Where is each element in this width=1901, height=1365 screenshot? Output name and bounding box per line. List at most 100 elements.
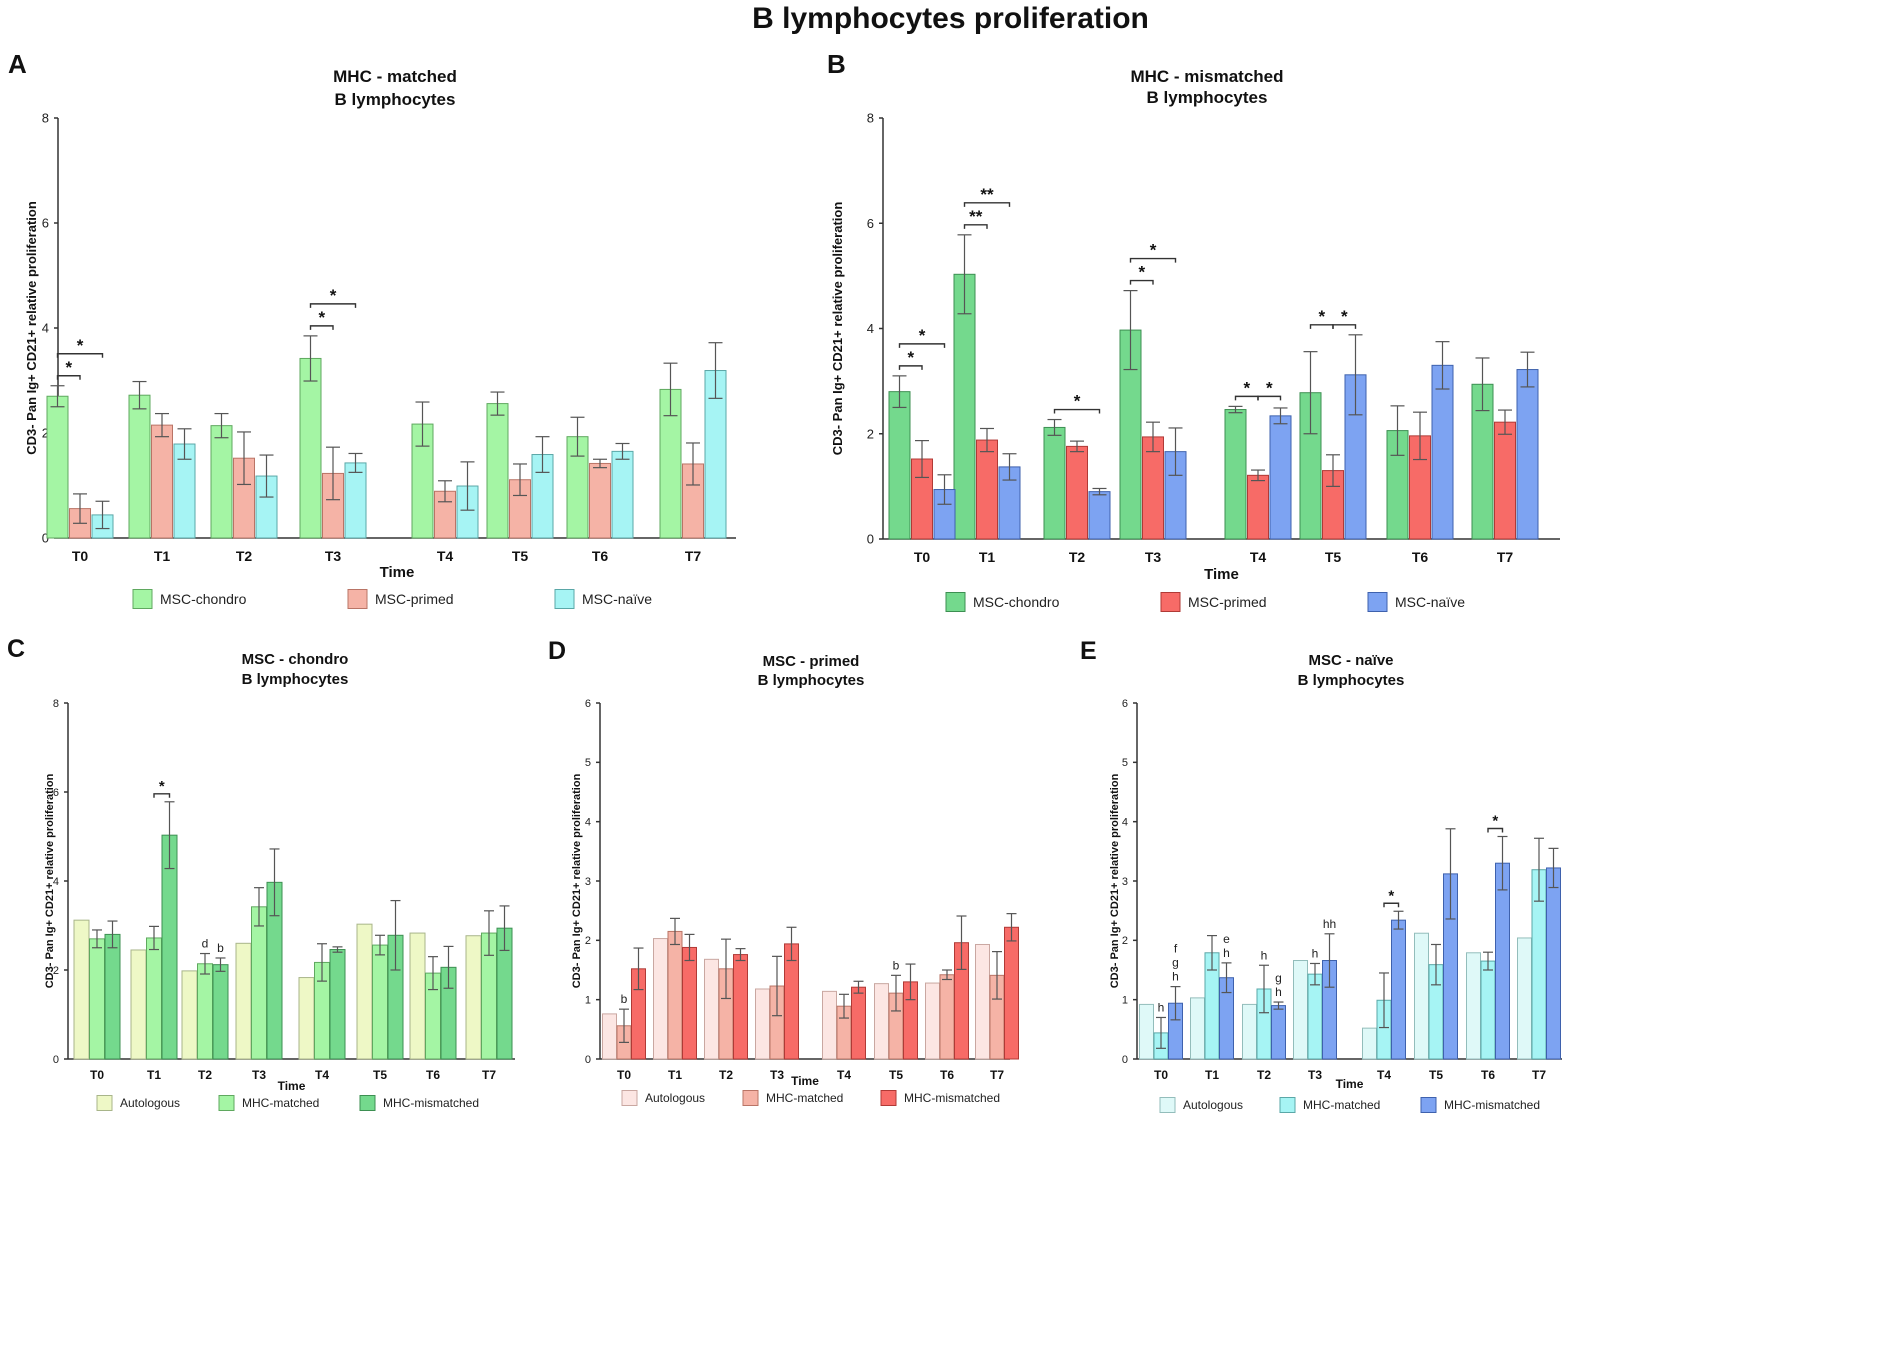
legend-swatch [742,1090,759,1106]
legend-swatch [1420,1097,1437,1113]
significance-bracket [963,202,1011,207]
letter-annotation: h [1261,948,1268,962]
x-tick-label: T4 [1250,549,1267,565]
chart-subtitle: B lymphocytes [1147,88,1268,107]
x-tick-label: T4 [437,548,454,564]
letter-annotation: h [1275,985,1282,999]
y-tick-label: 5 [585,757,591,769]
bar-autologous [1362,1027,1377,1060]
y-axis-label: CD3- Pan Ig+ CD21+ relative proliferatio… [571,773,583,988]
x-tick-label: T2 [719,1068,733,1082]
bar-autologous [465,935,482,1060]
y-tick-label: 2 [585,935,591,947]
x-axis-label: Time [380,564,415,581]
legend-label: MSC-chondro [160,591,247,607]
bar-autologous [975,943,990,1060]
significance-bracket [1129,279,1154,285]
y-tick-label: 2 [42,426,49,441]
x-tick-label: T6 [1481,1068,1495,1082]
bar-msc-chondro [1043,426,1066,540]
y-tick-label: 0 [42,531,49,546]
bar-mhc-mismatched [851,986,866,1060]
x-tick-label: T6 [940,1068,954,1082]
bar-autologous [356,923,373,1060]
x-tick-label: T3 [770,1068,784,1082]
bar-msc-primed [976,439,998,540]
x-tick-label: T2 [198,1068,212,1082]
x-axis-label: Time [1336,1077,1364,1091]
significance-bracket [1332,324,1357,329]
legend-label: MHC-matched [1303,1098,1380,1112]
x-tick-label: T1 [1205,1068,1219,1082]
bar-autologous [1517,937,1532,1060]
legend-label: MHC-matched [766,1091,843,1105]
y-tick-label: 2 [53,965,59,977]
x-tick-label: T7 [1532,1068,1546,1082]
bar-msc-primed [1247,474,1269,540]
bar-msc-naïve [344,462,367,539]
chart-title: MSC - naïve [1308,652,1393,669]
significance-bracket [309,325,334,330]
y-tick-label: 6 [585,698,591,710]
y-tick-label: 6 [42,216,49,231]
significance-bracket [153,793,171,798]
y-axis-label: CD3- Pan Ig+ CD21+ relative proliferatio… [830,202,845,456]
bar-msc-chondro [299,357,322,539]
panel-letter: C [7,635,25,663]
bar-autologous [925,982,940,1060]
letter-annotation: b [621,992,628,1006]
bar-autologous [1466,952,1481,1060]
significance-bracket [1053,408,1101,414]
legend-swatch [132,589,153,609]
panel-d-chart: D MSC - primed B lymphocytes 0 1 2 3 4 5 6 CD3- Pa… [548,637,1019,1106]
x-tick-label: T7 [1497,549,1514,565]
letter-annotation: e [1223,932,1230,946]
bar-autologous [298,977,315,1060]
panel-a-chart: A MHC - matched B lymphocytes 0 2 4 6 8 CD3- Pan… [8,49,736,609]
legend-swatch [880,1090,897,1106]
legend-swatch [1160,592,1181,612]
y-tick-label: 0 [585,1054,591,1066]
legend-label: Autologous [1183,1098,1243,1112]
x-axis-label: Time [1204,566,1239,583]
bar-mhc-matched [372,944,388,1060]
bar-mhc-mismatched [329,949,346,1060]
letter-annotation: g [1275,971,1282,985]
legend-label: MSC-primed [375,591,454,607]
bar-autologous [1139,1003,1154,1060]
legend-label: Autologous [120,1096,180,1110]
significance-marker: * [1243,378,1250,397]
significance-marker: * [1492,813,1498,830]
significance-marker: * [1341,307,1348,326]
significance-marker: * [1266,378,1273,397]
x-tick-label: T2 [1257,1068,1271,1082]
bar-msc-chondro [46,395,69,539]
bar-msc-naïve [1269,415,1292,540]
bar-msc-chondro [210,425,233,539]
bar-autologous [1414,932,1429,1060]
y-tick-label: 2 [867,426,874,441]
y-tick-label: 0 [1122,1054,1128,1066]
legend-label: MHC-mismatched [1444,1098,1540,1112]
y-tick-label: 2 [1122,935,1128,947]
significance-marker: * [1388,887,1394,904]
panel-e-chart: E MSC - naïve B lymphocytes 0 1 2 3 4 5 6 CD3- Pan… [1080,637,1562,1113]
y-axis-label: CD3- Pan Ig+ CD21+ relative proliferatio… [44,773,56,988]
x-tick-label: T1 [668,1068,682,1082]
bar-autologous [602,1013,617,1060]
x-tick-label: T3 [325,548,342,564]
legend-swatch [359,1095,376,1111]
x-axis-label: Time [791,1074,819,1088]
legend-label: MSC-chondro [973,594,1060,610]
x-tick-label: T1 [154,548,171,564]
significance-marker: * [1150,241,1157,260]
x-tick-label: T1 [147,1068,161,1082]
bar-msc-chondro [486,403,509,539]
bar-mhc-mismatched [104,933,121,1060]
x-tick-label: T0 [72,548,89,564]
bar-autologous [1242,1003,1257,1060]
x-tick-label: T4 [837,1068,851,1082]
bar-mhc-matched [146,937,162,1060]
letter-annotation: b [217,941,224,955]
panel-letter: D [548,637,566,665]
